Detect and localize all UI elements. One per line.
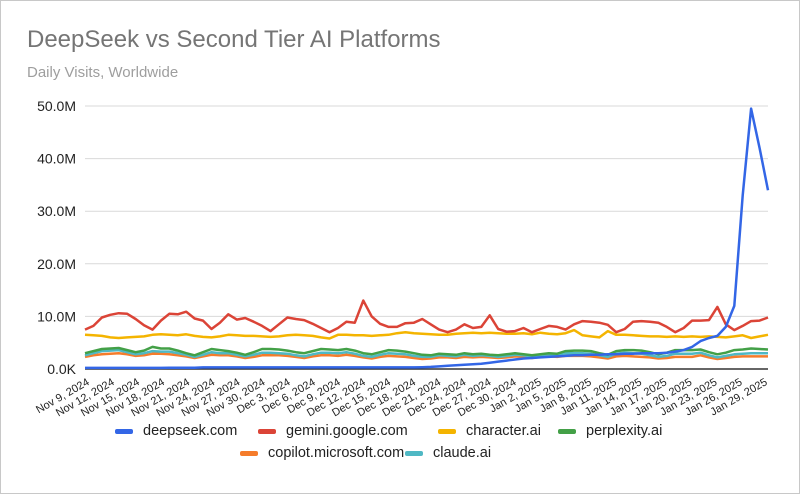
legend-swatch bbox=[438, 428, 456, 434]
y-tick-label: 0.0K bbox=[47, 361, 76, 377]
series-line-deepseek-com bbox=[85, 107, 770, 370]
legend-label: gemini.google.com bbox=[286, 423, 408, 439]
legend-label: deepseek.com bbox=[143, 423, 238, 439]
series-line-gemini-google-com bbox=[84, 299, 769, 334]
legend-item-deepseek-com: deepseek.com bbox=[115, 423, 237, 439]
legend-swatch bbox=[240, 450, 258, 456]
y-tick-label: 40.0M bbox=[37, 151, 76, 167]
series-line-copilot-microsoft-com bbox=[84, 351, 768, 361]
legend-label: claude.ai bbox=[433, 445, 492, 461]
legend-item-claude-ai: claude.ai bbox=[405, 445, 491, 461]
y-tick-label: 10.0M bbox=[37, 308, 76, 324]
legend-label: character.ai bbox=[466, 423, 541, 439]
series-line-character-ai bbox=[84, 328, 769, 340]
legend-item-copilot-microsoft-com: copilot.microsoft.com bbox=[240, 445, 404, 461]
legend-label: copilot.microsoft.com bbox=[268, 445, 405, 461]
legend-label: perplexity.ai bbox=[586, 423, 663, 439]
chart-subtitle: Daily Visits, Worldwide bbox=[27, 64, 179, 81]
legend-item-perplexity-ai: perplexity.ai bbox=[558, 423, 662, 439]
legend-item-character-ai: character.ai bbox=[438, 423, 541, 439]
y-tick-label: 50.0M bbox=[37, 98, 76, 114]
series-line-claude-ai bbox=[84, 348, 768, 359]
legend-swatch bbox=[115, 428, 133, 434]
legend-swatch bbox=[258, 428, 276, 434]
legend-item-gemini-google-com: gemini.google.com bbox=[258, 423, 408, 439]
legend-swatch bbox=[558, 428, 576, 434]
series-line-perplexity-ai bbox=[84, 345, 769, 357]
y-tick-label: 20.0M bbox=[37, 256, 76, 272]
y-tick-label: 30.0M bbox=[37, 203, 76, 219]
chart-title: DeepSeek vs Second Tier AI Platforms bbox=[27, 26, 441, 53]
legend-swatch bbox=[405, 450, 423, 456]
